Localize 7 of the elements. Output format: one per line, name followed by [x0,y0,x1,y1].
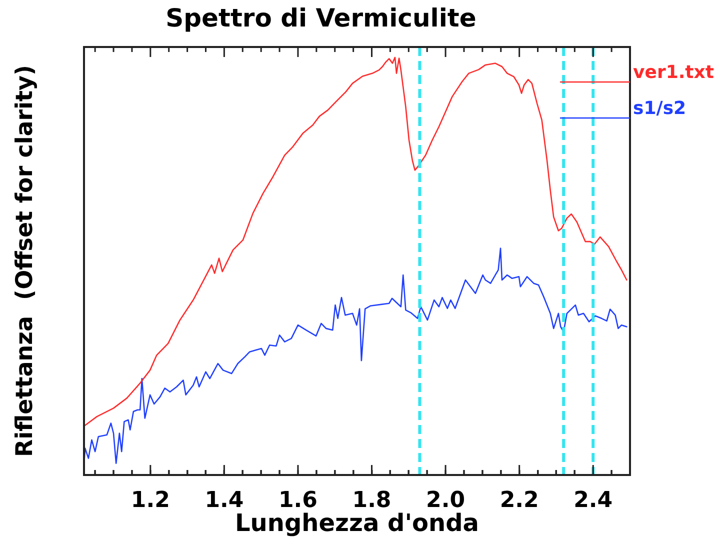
x-tick-label: 1.2 [130,488,170,513]
x-tick-label: 2.4 [574,488,613,513]
x-tick-label: 2.2 [500,488,539,513]
y-axis-title: Riflettanza (Offset for clarity) [12,65,38,457]
legend-label: s1/s2 [633,98,686,119]
chart-title: Spettro di Vermiculite [166,4,476,32]
legend-label: ver1.txt [633,62,714,83]
